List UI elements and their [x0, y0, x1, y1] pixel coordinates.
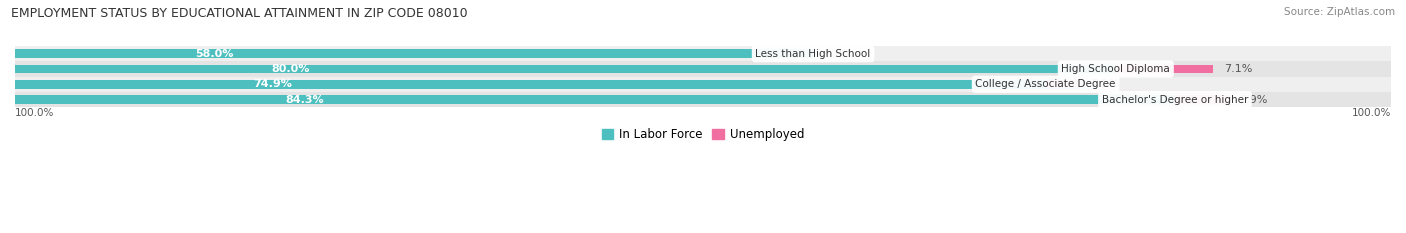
Text: 80.0%: 80.0%: [271, 64, 309, 74]
Text: 100.0%: 100.0%: [1351, 108, 1391, 118]
Bar: [1116, 65, 1213, 73]
Bar: [1046, 80, 1080, 89]
Text: Less than High School: Less than High School: [755, 49, 870, 59]
Text: High School Diploma: High School Diploma: [1062, 64, 1170, 74]
Text: 7.1%: 7.1%: [1225, 64, 1253, 74]
Text: 100.0%: 100.0%: [15, 108, 55, 118]
Text: Source: ZipAtlas.com: Source: ZipAtlas.com: [1284, 7, 1395, 17]
Text: 74.9%: 74.9%: [253, 79, 292, 89]
Bar: [15, 92, 1391, 107]
Bar: [15, 65, 1116, 73]
Bar: [15, 80, 1046, 89]
Bar: [15, 95, 1175, 104]
Text: Bachelor's Degree or higher: Bachelor's Degree or higher: [1102, 95, 1249, 105]
Text: 2.5%: 2.5%: [1091, 79, 1119, 89]
Bar: [15, 49, 813, 58]
Text: EMPLOYMENT STATUS BY EDUCATIONAL ATTAINMENT IN ZIP CODE 08010: EMPLOYMENT STATUS BY EDUCATIONAL ATTAINM…: [11, 7, 468, 20]
Bar: [15, 77, 1391, 92]
Bar: [15, 46, 1391, 61]
Legend: In Labor Force, Unemployed: In Labor Force, Unemployed: [602, 128, 804, 141]
Text: 58.0%: 58.0%: [195, 49, 233, 59]
Text: College / Associate Degree: College / Associate Degree: [976, 79, 1116, 89]
Text: 84.3%: 84.3%: [285, 95, 325, 105]
Text: 3.9%: 3.9%: [1240, 95, 1268, 105]
Bar: [15, 61, 1391, 77]
Text: 0.0%: 0.0%: [824, 49, 852, 59]
Bar: [1175, 95, 1229, 104]
